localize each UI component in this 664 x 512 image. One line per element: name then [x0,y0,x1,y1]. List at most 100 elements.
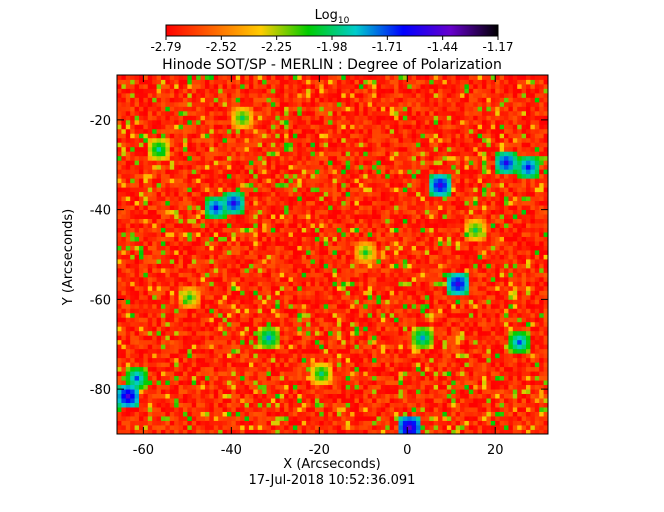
heatmap-cell [424,241,430,246]
heatmap-cell [209,254,215,260]
heatmap-cell [130,348,135,354]
heatmap-cell [147,353,153,359]
heatmap-cell [416,250,421,255]
heatmap-cell [231,339,237,345]
heatmap-cell [284,362,289,368]
heatmap-cell [143,411,149,417]
heatmap-cell [446,285,452,291]
heatmap-cell [288,267,294,273]
heatmap-cell [341,353,347,359]
heatmap-cell [240,209,245,215]
heatmap-cell [218,339,223,345]
heatmap-cell [138,366,144,372]
heatmap-cell [504,285,509,291]
heatmap-cell [543,407,548,412]
heatmap-cell [292,312,298,318]
heatmap-cell [394,299,399,305]
heatmap-cell [332,205,338,211]
heatmap-cell [117,339,122,345]
heatmap-cell [323,371,329,377]
heatmap-cell [508,218,514,224]
heatmap-cell [464,326,470,332]
heatmap-cell [204,263,210,269]
heatmap-cell [134,425,140,430]
heatmap-cell [464,357,470,363]
heatmap-cell [376,357,382,363]
heatmap-cell [486,389,492,395]
heatmap-cell [121,407,127,412]
heatmap-cell [222,402,228,408]
heatmap-cell [191,335,197,341]
heatmap-cell [130,258,135,264]
heatmap-cell [257,276,263,282]
heatmap-cell [209,214,215,219]
heatmap-cell [367,299,373,305]
heatmap-cell [248,420,254,426]
heatmap-cell [376,317,382,323]
heatmap-cell [248,380,254,386]
heatmap-cell [244,353,250,359]
heatmap-cell [204,205,210,211]
heatmap-cell [424,326,430,332]
heatmap-cell [270,205,276,211]
heatmap-cell [310,267,316,273]
heatmap-cell [499,218,505,224]
heatmap-cell [332,227,338,233]
heatmap-cell [482,330,487,336]
heatmap-cell [178,339,184,345]
heatmap-cell [178,312,184,318]
heatmap-cell [266,366,272,372]
heatmap-cell [429,398,435,403]
heatmap-cell [517,303,523,309]
heatmap-cell [517,250,523,255]
heatmap-cell [253,407,259,412]
heatmap-cell [218,425,223,430]
heatmap-cell [495,362,501,368]
heatmap-cell [389,290,395,296]
heatmap-cell [539,254,545,260]
heatmap-cell [345,205,351,211]
heatmap-cell [222,205,228,211]
heatmap-cell [416,416,421,421]
heatmap-cell [473,348,479,354]
heatmap-cell [504,330,509,336]
heatmap-cell [490,425,496,430]
heatmap-cell [372,263,377,269]
heatmap-cell [328,250,333,255]
heatmap-cell [424,209,430,215]
heatmap-cell [240,214,245,219]
heatmap-cell [372,241,377,246]
heatmap-cell [240,398,245,403]
heatmap-cell [222,258,228,264]
heatmap-cell [248,214,254,219]
heatmap-cell [460,232,465,237]
heatmap-cell [279,250,285,255]
heatmap-cell [143,218,149,224]
heatmap-cell [433,209,439,215]
heatmap-cell [275,389,281,395]
heatmap-cell [328,285,333,291]
heatmap-cell [130,407,135,412]
heatmap-cell [270,227,276,233]
heatmap-cell [354,263,360,269]
heatmap-cell [209,353,215,359]
heatmap-cell [187,281,193,287]
heatmap-cell [376,321,382,327]
heatmap-cell [534,321,540,327]
heatmap-cell [270,223,276,228]
heatmap-cell [257,321,263,327]
heatmap-cell [169,402,175,408]
heatmap-cell [130,223,135,228]
heatmap-cell [301,375,307,381]
heatmap-cell [402,308,408,314]
heatmap-cell [411,299,417,305]
heatmap-cell [367,353,373,359]
heatmap-cell [262,362,267,368]
heatmap-cell [240,362,245,368]
heatmap-cell [543,290,548,296]
heatmap-cell [512,312,518,318]
heatmap-cell [266,321,272,327]
heatmap-cell [539,402,545,408]
heatmap-cell [468,223,474,228]
heatmap-cell [464,371,470,377]
